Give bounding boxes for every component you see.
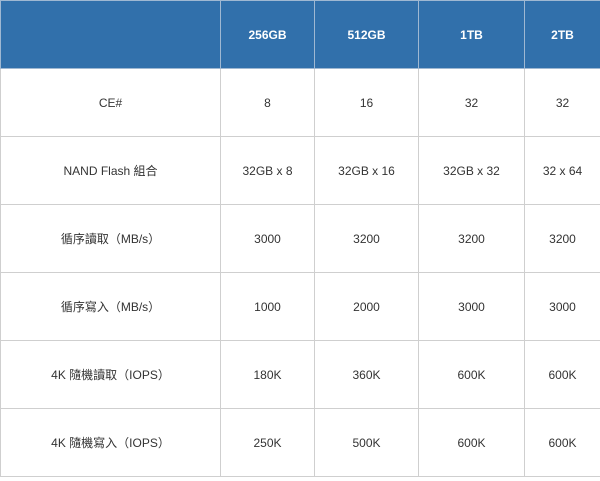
table-cell: 600K bbox=[418, 408, 525, 477]
table-cell: 180K bbox=[220, 340, 315, 409]
table-cell: 3000 bbox=[220, 204, 315, 273]
table-row: 循序寫入（MB/s） 1000 2000 3000 3000 bbox=[0, 272, 600, 341]
table-cell: 3000 bbox=[524, 272, 600, 341]
header-corner-cell bbox=[0, 0, 221, 69]
header-cell-2tb: 2TB bbox=[524, 0, 600, 69]
table-cell: 250K bbox=[220, 408, 315, 477]
table-cell: 32GB x 8 bbox=[220, 136, 315, 205]
table-cell: 3000 bbox=[418, 272, 525, 341]
table-cell: 8 bbox=[220, 68, 315, 137]
table-cell: 360K bbox=[314, 340, 419, 409]
table-cell: 2000 bbox=[314, 272, 419, 341]
table-cell: 32GB x 32 bbox=[418, 136, 525, 205]
header-cell-512gb: 512GB bbox=[314, 0, 419, 69]
row-label: 循序讀取（MB/s） bbox=[0, 204, 221, 273]
row-label: 4K 隨機寫入（IOPS） bbox=[0, 408, 221, 477]
row-label: 循序寫入（MB/s） bbox=[0, 272, 221, 341]
table-cell: 32 bbox=[524, 68, 600, 137]
table-cell: 600K bbox=[524, 340, 600, 409]
table-row: 4K 隨機讀取（IOPS） 180K 360K 600K 600K bbox=[0, 340, 600, 409]
table-cell: 600K bbox=[524, 408, 600, 477]
table-cell: 32GB x 16 bbox=[314, 136, 419, 205]
header-row: 256GB 512GB 1TB 2TB bbox=[0, 0, 600, 69]
header-cell-1tb: 1TB bbox=[418, 0, 525, 69]
table-cell: 500K bbox=[314, 408, 419, 477]
table-cell: 32 x 64 bbox=[524, 136, 600, 205]
table-row: 4K 隨機寫入（IOPS） 250K 500K 600K 600K bbox=[0, 408, 600, 477]
table-cell: 3200 bbox=[524, 204, 600, 273]
table-row: 循序讀取（MB/s） 3000 3200 3200 3200 bbox=[0, 204, 600, 273]
table-row: NAND Flash 組合 32GB x 8 32GB x 16 32GB x … bbox=[0, 136, 600, 205]
row-label: NAND Flash 組合 bbox=[0, 136, 221, 205]
row-label: 4K 隨機讀取（IOPS） bbox=[0, 340, 221, 409]
table-cell: 3200 bbox=[418, 204, 525, 273]
table-cell: 1000 bbox=[220, 272, 315, 341]
header-cell-256gb: 256GB bbox=[220, 0, 315, 69]
table-cell: 3200 bbox=[314, 204, 419, 273]
table-cell: 16 bbox=[314, 68, 419, 137]
table-cell: 32 bbox=[418, 68, 525, 137]
table-row: CE# 8 16 32 32 bbox=[0, 68, 600, 137]
row-label: CE# bbox=[0, 68, 221, 137]
table-cell: 600K bbox=[418, 340, 525, 409]
